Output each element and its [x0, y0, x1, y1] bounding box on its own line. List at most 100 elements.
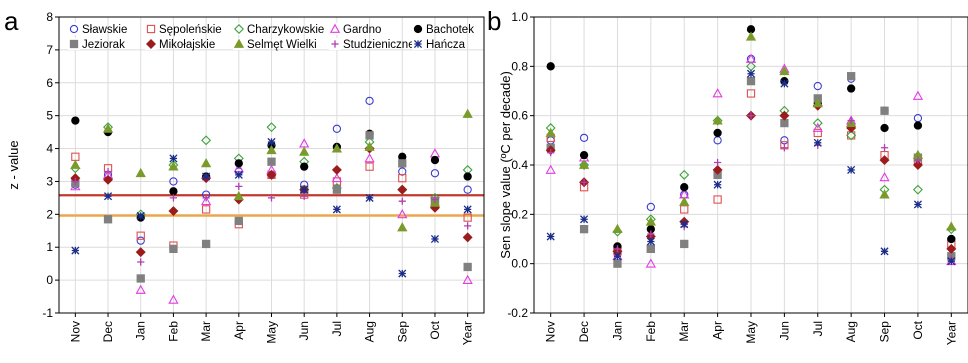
- panel-a-point-bachotek: [463, 172, 472, 181]
- panel-b-point-jeziorak: [646, 244, 655, 254]
- panel-b-point-jeziorak: [847, 72, 856, 81]
- legend-label-mikolajskie: Mikołajskie: [159, 39, 215, 51]
- panel-a-point-mikolajskie: [397, 184, 408, 195]
- panel-b-point-bachotek: [546, 62, 555, 71]
- panel-a-point-studzieniczne: [431, 195, 439, 204]
- panel-b-point-hancza: [847, 165, 856, 174]
- panel-b-point-hancza: [746, 69, 756, 78]
- panel-b-point-selmet-wielki: [812, 98, 823, 108]
- panel-b-point-hancza: [646, 237, 655, 246]
- panel-b-x-tick-label: Nov: [544, 321, 558, 342]
- panel-a-point-mikolajskie: [168, 206, 179, 217]
- panel-a-point-jeziorak: [201, 239, 211, 249]
- panel-b-point-mikolajskie: [879, 155, 890, 166]
- panel-b-point-hancza: [880, 247, 889, 256]
- panel-a-letter: a: [4, 6, 19, 36]
- panel-b-point-bachotek: [880, 123, 889, 133]
- panel-a-x-tick-label: Aug: [363, 321, 377, 342]
- panel-b-x-tick-label: Aug: [844, 321, 858, 342]
- panel-b-point-mikolajskie: [912, 160, 923, 170]
- panel-b-point-bachotek: [847, 84, 856, 93]
- panel-a-point-mikolajskie: [331, 164, 342, 175]
- legend-marker-sepolenskie: [146, 24, 156, 34]
- panel-a-point-gardno: [135, 284, 146, 294]
- panel-b-y-tick-label: 0.8: [511, 59, 528, 73]
- legend-marker-gardno: [329, 23, 341, 33]
- legend-marker-hancza: [413, 39, 423, 49]
- panel-a-point-hancza: [430, 234, 440, 244]
- panel-a-point-bachotek: [300, 162, 309, 171]
- panel-a-point-bachotek: [234, 159, 243, 168]
- panel-a-point-selmet-wielki: [200, 158, 212, 168]
- panel-b-point-studzieniczne: [914, 156, 922, 164]
- legend-label-selmet-wielki: Selmęt Wielki: [247, 39, 317, 51]
- panel-b-point-selmet-wielki: [745, 31, 757, 41]
- panel-a-y-tick-label: 1: [46, 240, 53, 254]
- panel-a-point-mikolajskie: [462, 232, 473, 243]
- panel-a-point-slawskie: [365, 96, 374, 106]
- panel-b-point-studzieniczne: [714, 158, 722, 167]
- panel-a-y-tick-label: 8: [46, 10, 53, 24]
- panel-b-point-sepolenskie: [713, 195, 722, 204]
- panel-a-point-hancza: [332, 205, 341, 214]
- panel-b-point-gardno: [712, 88, 723, 98]
- panel-a-point-hancza: [365, 193, 374, 202]
- panel-b-point-studzieniczne: [580, 178, 588, 186]
- panel-b-y-tick-label: 0.0: [511, 257, 528, 271]
- panel-a-x-tick-label: Nov: [68, 321, 82, 342]
- panel-b-point-hancza: [613, 252, 622, 261]
- legend-label-studzieniczne: Studzieniczne: [343, 39, 415, 51]
- panel-a-point-selmet-wielki: [135, 167, 146, 178]
- panel-a-y-tick-label: 0: [46, 273, 53, 287]
- panel-a-x-tick-label: Jun: [297, 321, 311, 340]
- panel-a-point-studzieniczne: [300, 192, 308, 200]
- panel-b-point-jeziorak: [613, 259, 622, 268]
- panel-a-point-bachotek: [71, 116, 80, 125]
- panel-a-point-sepolenskie: [136, 231, 145, 240]
- panel-a-point-jeziorak: [463, 262, 472, 272]
- legend-label-charzykowskie: Charzykowskie: [247, 24, 324, 36]
- panel-b-point-bachotek: [579, 150, 589, 160]
- panel-a-point-hancza: [300, 185, 309, 194]
- panel-b-point-sepolenskie: [746, 89, 756, 98]
- panel-a-point-studzieniczne: [202, 194, 210, 202]
- panel-a-point-studzieniczne: [464, 222, 472, 230]
- panel-b-point-hancza: [913, 200, 922, 209]
- panel-b-axes-frame: [533, 16, 968, 314]
- panel-a-point-sepolenskie: [201, 205, 211, 214]
- panel-b-point-gardno: [745, 53, 757, 63]
- panel-a-point-selmet-wielki: [331, 143, 343, 153]
- panel-a-point-studzieniczne: [169, 194, 178, 202]
- legend-marker-bg: [233, 23, 245, 35]
- panel-b-y-tick-label: 0.4: [511, 158, 528, 172]
- panel-a-point-slawskie: [136, 236, 145, 245]
- panel-b-point-selmet-wielki: [645, 216, 656, 226]
- panel-b-point-jeziorak: [880, 106, 889, 115]
- panel-b-point-slawskie: [579, 133, 589, 143]
- panel-a-y-tick-label: 5: [46, 109, 53, 123]
- legend-marker-bg: [145, 23, 157, 35]
- panel-b-y-tick-label: 1.0: [511, 10, 528, 24]
- panel-a-point-hancza: [202, 172, 211, 181]
- panel-b-point-studzieniczne: [747, 112, 755, 120]
- panel-a-point-hancza: [398, 269, 407, 278]
- panel-a-y-axis-title: z - value: [6, 140, 21, 189]
- panel-a-y-tick-label: 3: [46, 174, 53, 188]
- legend-label-slawskie: Sławskie: [82, 24, 127, 36]
- legend-label-sepolenskie: Sępoleńskie: [159, 24, 222, 36]
- panel-a-point-hancza: [267, 137, 276, 147]
- panel-a-x-tick-label: May: [265, 321, 279, 344]
- panel-a-point-mikolajskie: [135, 247, 146, 258]
- panel-a-point-selmet-wielki: [233, 190, 244, 201]
- panel-a-point-sepolenskie: [463, 213, 472, 222]
- panel-b-x-tick-label: Oct: [911, 320, 925, 339]
- panel-b-point-bachotek: [947, 234, 956, 244]
- panel-a-point-jeziorak: [398, 159, 407, 168]
- panel-b-x-tick-label: May: [744, 321, 758, 344]
- panel-b-point-gardno: [812, 122, 823, 132]
- panel-a-point-slawskie: [169, 177, 178, 186]
- panel-b-point-sepolenskie: [813, 128, 822, 138]
- panel-b-point-gardno: [879, 172, 890, 182]
- panel-a-point-slawskie: [332, 124, 342, 133]
